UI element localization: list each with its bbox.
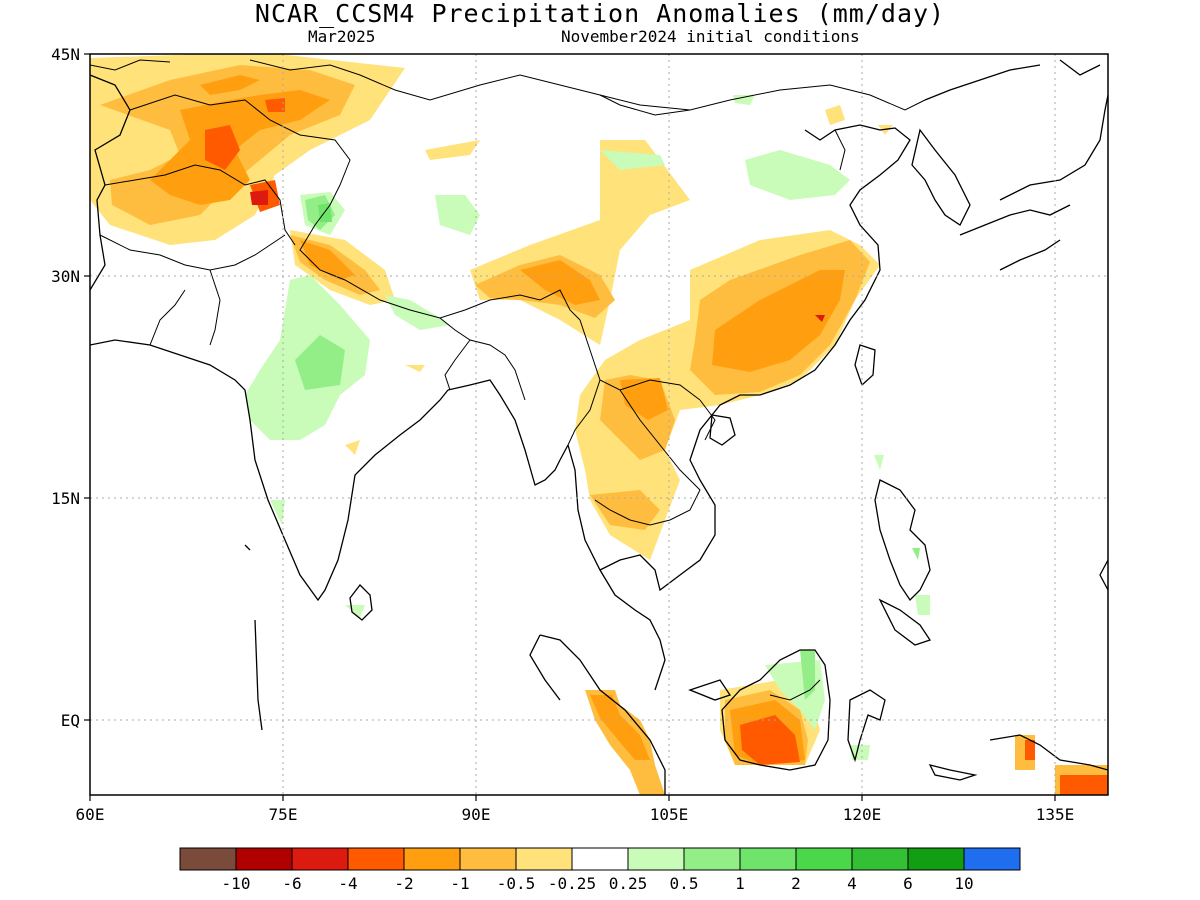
colorbar-swatch [627,847,685,871]
map-title: NCAR_CCSM4 Precipitation Anomalies (mm/d… [254,0,946,28]
valid-month-label: Mar2025 [308,27,376,46]
colorbar-tick-label: 0.25 [609,874,648,893]
colorbar-swatch [795,847,853,871]
colorbar-tick-label: -2 [394,874,413,893]
colorbar-swatch [683,847,741,871]
lon-label-120e: 120E [843,805,882,824]
colorbar-swatch [571,847,629,871]
colorbar-tick-label: 4 [847,874,857,893]
colorbar-swatch [851,847,909,871]
colorbar-swatch [235,847,293,871]
colorbar-tick-label: -6 [282,874,301,893]
colorbar-tick-label: 6 [903,874,913,893]
coastlines [90,59,1108,795]
lat-label-30n: 30N [51,267,80,286]
axis-ticks [84,53,1056,801]
anomaly-shading [90,54,1108,795]
lon-label-135e: 135E [1036,805,1075,824]
lon-label-90e: 90E [462,805,491,824]
colorbar-swatch [291,847,349,871]
colorbar-swatch [347,847,405,871]
colorbar-legend: -10 -6 -4 -2 -1 -0.5 -0.25 0.25 0.5 1 2 4 6 10 [179,847,1021,893]
lon-label-75e: 75E [269,805,298,824]
lat-label-45n: 45N [51,45,80,64]
lon-label-60e: 60E [76,805,105,824]
colorbar-tick-label: -0.25 [548,874,596,893]
colorbar-tick-label: 2 [791,874,801,893]
lat-label-15n: 15N [51,489,80,508]
colorbar-tick-label: 0.5 [670,874,699,893]
colorbar-swatch [739,847,797,871]
lat-label-eq: EQ [61,711,80,730]
colorbar-swatch [179,847,237,871]
colorbar-tick-label: -0.5 [497,874,536,893]
colorbar-tick-label: -4 [338,874,357,893]
colorbar-swatch [515,847,573,871]
colorbar-swatch [459,847,517,871]
colorbar-tick-label: 1 [735,874,745,893]
colorbar-swatch [907,847,965,871]
lon-label-105e: 105E [650,805,689,824]
grid-lines [90,54,1108,795]
country-borders [90,59,926,701]
colorbar-swatch [403,847,461,871]
map-frame [89,53,1109,796]
colorbar-tick-label: 10 [954,874,973,893]
colorbar-tick-label: -10 [222,874,251,893]
init-conditions-label: November2024 initial conditions [561,27,860,46]
colorbar-swatch [963,847,1021,871]
colorbar-tick-label: -1 [450,874,469,893]
